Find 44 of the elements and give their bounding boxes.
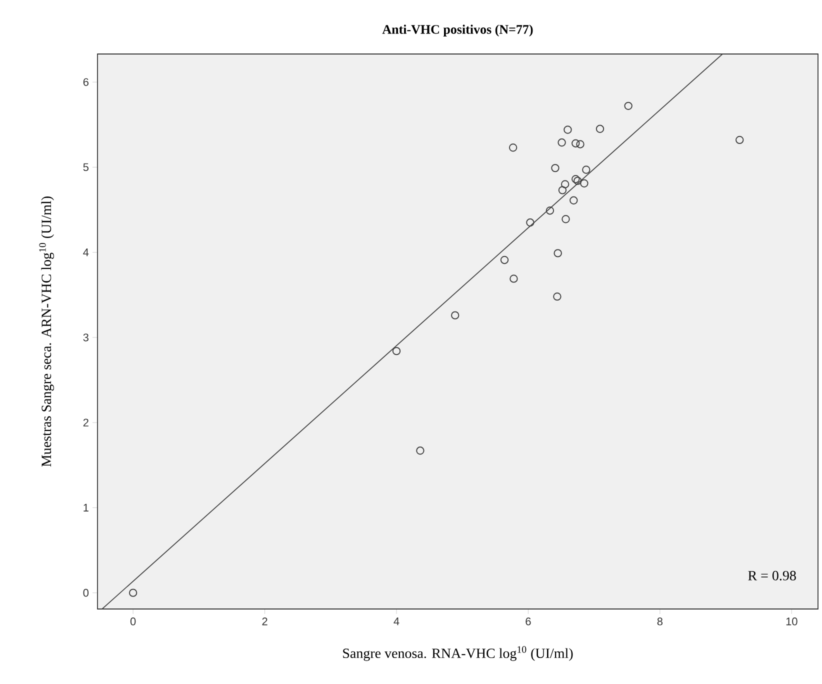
point: [572, 139, 580, 148]
point: [576, 140, 584, 148]
point: [416, 446, 424, 455]
y-tick-label: 5: [83, 163, 88, 172]
chart-title: Anti-VHC positivos (N=77): [382, 24, 533, 36]
y-tick-label: 4: [83, 248, 89, 256]
point: [128, 588, 138, 597]
point: [582, 166, 590, 174]
point: [554, 249, 562, 258]
point: [526, 218, 534, 227]
x-axis-title: Sangre venosa. RNA-VHC log$^{10}$ (UI/ml): [343, 646, 573, 661]
x-tick-label: 0: [130, 618, 136, 626]
point: [558, 186, 567, 194]
y-tick-label: 0: [83, 588, 89, 597]
point: [508, 144, 518, 152]
point: [580, 179, 588, 188]
y-tick-label: 3: [83, 334, 88, 342]
point: [624, 102, 632, 110]
point: [564, 126, 572, 134]
point: [736, 136, 744, 144]
x-tick-label: 8: [657, 618, 663, 626]
x-tick-label: 6: [526, 618, 531, 626]
point: [500, 256, 509, 264]
x-tick-label: 2: [262, 618, 268, 626]
point: [570, 196, 578, 204]
point: [558, 138, 566, 147]
point: [561, 180, 570, 188]
point: [553, 292, 562, 301]
point: [510, 274, 518, 283]
point: [596, 124, 604, 133]
point: [546, 206, 554, 215]
point: [392, 346, 401, 356]
y-axis-title: Muestras Sangre seca. ARN-VHC log$^{10}$ (UI/ml): [39, 196, 54, 467]
point: [562, 215, 570, 224]
point: [551, 164, 560, 172]
point: [451, 311, 460, 320]
y-tick-label: 6: [83, 78, 88, 86]
x-tick-label: 4: [394, 618, 400, 626]
annotation: R = 0.98: [748, 570, 796, 580]
y-tick-label: 2: [83, 418, 88, 426]
x-tick-label: 10: [786, 618, 798, 626]
point: [572, 175, 580, 184]
y-tick-label: 1: [84, 504, 88, 512]
point: [574, 176, 582, 185]
